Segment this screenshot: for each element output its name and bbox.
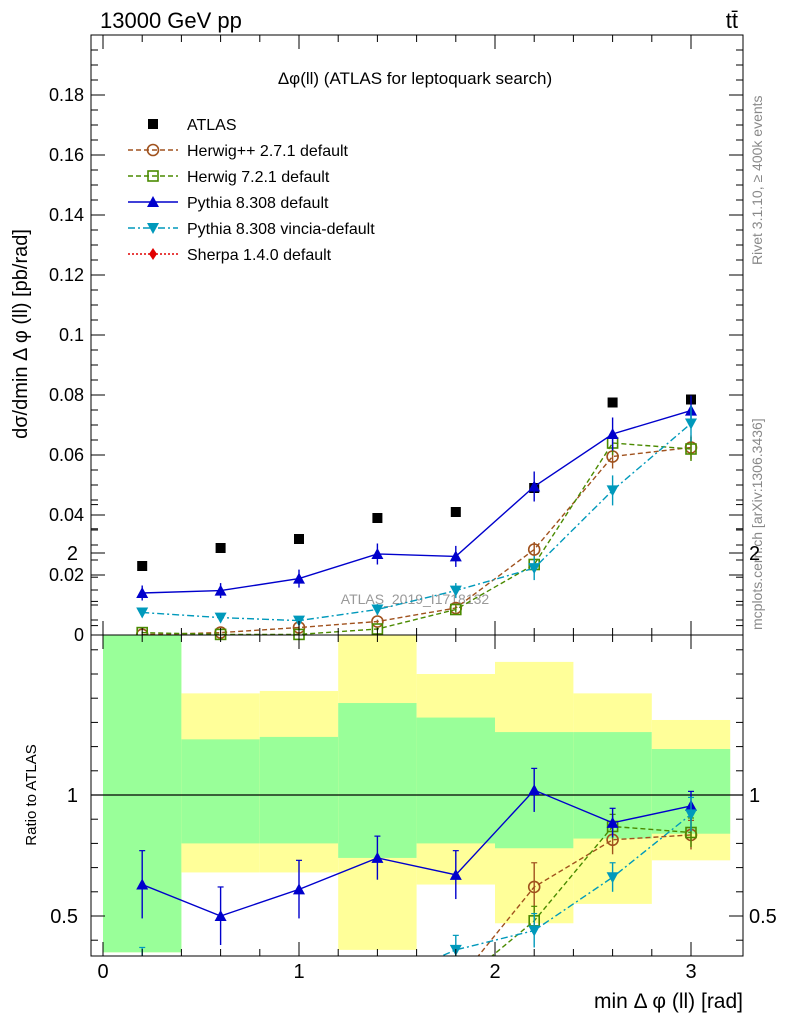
y-tick-label: 0.08	[49, 385, 84, 405]
pythia-ratio-point	[293, 883, 305, 895]
y-tick-label: 0	[74, 625, 84, 645]
pythia-ratio-point	[606, 816, 619, 828]
main-ylabel: dσ/dmin Δ φ (ll) [pb/rad]	[10, 229, 32, 439]
vincia-point	[685, 418, 697, 430]
ratio-y-tick-label-right: 1	[749, 785, 760, 807]
ATLAS-point	[137, 561, 148, 571]
pythia-ratio-point	[214, 910, 227, 921]
ratio-ylabel: Ratio to ATLAS	[23, 744, 40, 845]
legend-marker-pythia	[147, 196, 159, 207]
ratio-band-inner	[416, 717, 495, 844]
y-tick-label: 0.1	[59, 325, 84, 345]
y-tick-label: 0.12	[49, 265, 84, 285]
main-panel-series-layer	[135, 394, 698, 642]
ATLAS-point	[607, 397, 618, 408]
main-panel-axes: 0 0.02 0.04 0.06 0.08 0.1 0.12 0.14 0.16 0.18	[49, 34, 744, 645]
vincia-point	[449, 585, 462, 597]
legend-label-ATLAS: ATLAS	[187, 117, 237, 134]
y-tick-label: 0.06	[49, 445, 84, 465]
ATLAS-point	[372, 513, 383, 523]
legend-marker-vincia	[147, 223, 159, 234]
herwigpp-point	[371, 615, 384, 628]
vincia-point	[136, 607, 149, 619]
legend-label-sherpa: Sherpa 1.4.0 default	[187, 247, 332, 264]
pythia-point	[606, 428, 619, 439]
pythia-line	[142, 409, 692, 594]
x-tick-label: 0	[97, 961, 108, 983]
ratio-band-inner	[181, 739, 260, 844]
legend-marker-herwigpp	[146, 143, 160, 157]
herwig7-point	[685, 443, 697, 455]
legend: ATLAS Herwig++ 2.7.1 default Herwig 7.2.1 …	[128, 117, 375, 264]
legend-marker-herwig7	[147, 170, 159, 182]
y-tick-label: 0.02	[49, 565, 84, 585]
process-label: tt̄	[726, 8, 738, 33]
pythia-point	[528, 480, 541, 492]
herwigpp-ratio-point	[527, 880, 541, 894]
herwig7-line	[142, 442, 692, 636]
ratio-band-inner	[259, 736, 339, 844]
vincia-ratio-point	[528, 925, 541, 937]
rivet-label: Rivet 3.1.10, ≥ 400k events	[749, 95, 765, 265]
energy-label: 13000 GeV pp	[100, 8, 242, 33]
ratio-band-inner	[338, 703, 417, 858]
pythia-ratio-point	[136, 878, 149, 890]
pythia-ratio-point	[528, 784, 541, 796]
ratio-panel-series-layer	[136, 767, 698, 956]
legend-label-herwigpp: Herwig++ 2.7.1 default	[187, 143, 349, 160]
y-tick-label: 0.16	[49, 145, 84, 165]
y-tick-label: 0.18	[49, 85, 84, 105]
vincia-point	[606, 485, 619, 497]
legend-label-vincia: Pythia 8.308 vincia-default	[187, 221, 375, 238]
pythia-ratio-line	[141, 789, 692, 917]
y-tick-label: 0.14	[49, 205, 84, 225]
vincia-line	[142, 422, 692, 622]
ATLAS-point	[450, 507, 461, 517]
ratio-y-tick-label-right: 2	[749, 543, 760, 565]
pythia-point	[371, 548, 384, 559]
ratio-y-tick-label: 2	[67, 543, 78, 565]
legend-label-herwig7: Herwig 7.2.1 default	[187, 169, 330, 186]
ATLAS-point	[215, 543, 226, 553]
ratio-panel-axes: 0.5 0.5 1 1 2 2 0 1 2 3	[50, 504, 777, 983]
y-tick-label: 0.04	[49, 505, 84, 525]
x-tick-label: 2	[489, 961, 500, 983]
legend-marker-ATLAS	[148, 119, 158, 129]
main-title: Δφ(ll) (ATLAS for leptoquark search)	[278, 69, 552, 88]
pythia-point	[449, 550, 462, 562]
mcplots-label: mcplots.cern.ch [arXiv:1306.3436]	[749, 418, 765, 630]
ratio-y-tick-label: 0.5	[50, 906, 78, 928]
vincia-ratio-point	[685, 809, 697, 821]
legend-marker-sherpa	[149, 248, 157, 260]
vincia-ratio-point	[606, 872, 619, 884]
vincia-point	[214, 612, 227, 624]
herwig7-point	[449, 603, 462, 616]
pythia-ratio-point	[449, 868, 462, 880]
herwigpp-line	[142, 446, 692, 636]
ratio-panel-bands	[91, 635, 743, 953]
ratio-y-tick-label-right: 0.5	[749, 906, 777, 928]
herwigpp-point	[527, 543, 541, 556]
pythia-ratio-point	[371, 851, 384, 863]
vincia-point	[528, 563, 541, 575]
x-tick-label: 1	[293, 961, 304, 983]
legend-label-pythia: Pythia 8.308 default	[187, 195, 329, 212]
pythia-point	[214, 584, 227, 596]
x-axis-label: min Δ φ (ll) [rad]	[594, 990, 743, 1013]
ratio-y-tick-label: 1	[67, 785, 78, 807]
pythia-point	[136, 587, 149, 598]
x-tick-label: 3	[685, 961, 696, 983]
pythia-point	[293, 572, 305, 584]
ATLAS-point	[294, 534, 304, 544]
vincia-point	[371, 604, 384, 616]
